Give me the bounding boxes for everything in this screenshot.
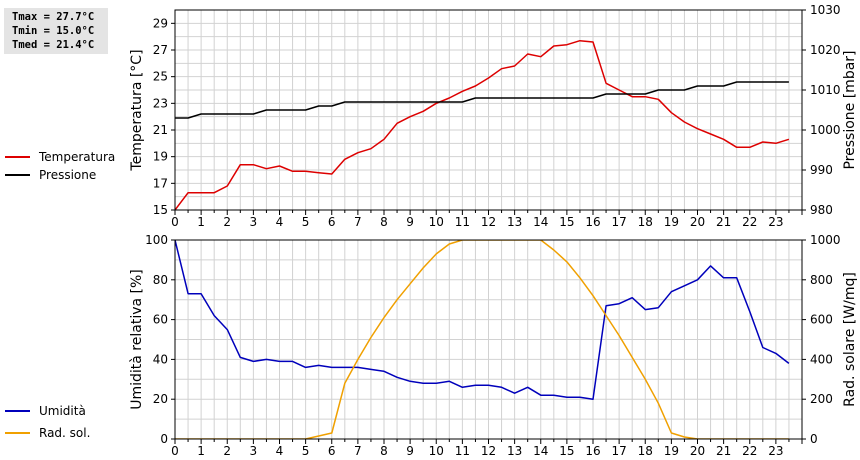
x-tick-label: 22 [742, 444, 757, 458]
tmin-label: Tmin = 15.0°C [12, 25, 95, 37]
x-tick-label: 9 [406, 215, 414, 229]
x-tick-label: 4 [276, 444, 284, 458]
tmed-label: Tmed = 21.4°C [12, 39, 95, 51]
x-tick-label: 14 [533, 444, 548, 458]
x-tick-label: 9 [406, 444, 414, 458]
x-tick-label: 19 [664, 444, 679, 458]
legend-label: Temperatura [38, 150, 115, 164]
plot-frame [174, 239, 803, 440]
tmax-label: Tmax = 27.7°C [12, 11, 95, 23]
y-tick-label: 17 [153, 176, 168, 190]
x-tick-label: 15 [559, 215, 574, 229]
y-tick-label: 80 [153, 273, 168, 287]
x-tick-label: 2 [223, 215, 231, 229]
y2-tick-label: 800 [810, 273, 833, 287]
y-axis-title: Temperatura [°C] [129, 49, 145, 171]
y-tick-label: 100 [145, 233, 168, 247]
series-line-primary [175, 39, 790, 210]
x-tick-label: 8 [380, 444, 388, 458]
y-tick-label: 23 [153, 96, 168, 110]
x-tick-label: 23 [768, 215, 783, 229]
legend-label: Rad. sol. [39, 426, 90, 440]
x-tick-label: 10 [429, 444, 444, 458]
x-tick-label: 4 [276, 215, 284, 229]
y-tick-label: 0 [160, 432, 168, 446]
x-tick-label: 3 [250, 215, 258, 229]
x-tick-label: 16 [585, 215, 600, 229]
y2-tick-label: 600 [810, 313, 833, 327]
x-tick-label: 12 [481, 444, 496, 458]
x-tick-label: 20 [690, 215, 705, 229]
x-tick-label: 1 [197, 444, 205, 458]
x-tick-label: 16 [585, 444, 600, 458]
x-tick-label: 8 [380, 215, 388, 229]
y2-tick-label: 990 [810, 163, 833, 177]
x-tick-label: 14 [533, 215, 548, 229]
x-tick-label: 2 [223, 444, 231, 458]
y2-tick-label: 400 [810, 352, 833, 366]
y-tick-label: 25 [153, 70, 168, 84]
y-tick-label: 21 [153, 123, 168, 137]
y2-tick-label: 1000 [810, 123, 841, 137]
x-tick-label: 18 [638, 444, 653, 458]
x-tick-label: 12 [481, 215, 496, 229]
x-tick-label: 13 [507, 444, 522, 458]
y-tick-label: 27 [153, 43, 168, 57]
x-tick-label: 5 [302, 215, 310, 229]
y2-tick-label: 1020 [810, 43, 841, 57]
x-tick-label: 5 [302, 444, 310, 458]
x-tick-label: 11 [455, 215, 470, 229]
x-tick-label: 20 [690, 444, 705, 458]
x-tick-label: 7 [354, 444, 362, 458]
y2-axis-title: Rad. solare [W/mq] [842, 272, 858, 407]
y-axis-title: Umidità relativa [%] [129, 269, 145, 410]
y-tick-label: 19 [153, 150, 168, 164]
y2-tick-label: 1010 [810, 83, 841, 97]
x-tick-label: 6 [328, 444, 336, 458]
series-line-secondary [175, 240, 789, 439]
y-tick-label: 40 [153, 352, 168, 366]
x-tick-label: 15 [559, 444, 574, 458]
x-tick-label: 0 [171, 215, 179, 229]
y2-axis-title: Pressione [mbar] [842, 50, 858, 169]
x-tick-label: 17 [611, 215, 626, 229]
x-tick-label: 18 [638, 215, 653, 229]
stats-box: Tmax = 27.7°C Tmin = 15.0°C Tmed = 21.4°… [4, 8, 108, 54]
y-tick-label: 15 [153, 203, 168, 217]
x-tick-label: 21 [716, 444, 731, 458]
y-tick-label: 29 [153, 16, 168, 30]
x-tick-label: 21 [716, 215, 731, 229]
x-tick-label: 7 [354, 215, 362, 229]
legend-label: Pressione [39, 168, 96, 182]
x-tick-label: 17 [611, 444, 626, 458]
x-tick-label: 3 [250, 444, 258, 458]
x-tick-label: 22 [742, 215, 757, 229]
x-tick-label: 19 [664, 215, 679, 229]
x-tick-label: 23 [768, 444, 783, 458]
y2-tick-label: 1030 [810, 3, 841, 17]
x-tick-label: 10 [429, 215, 444, 229]
legend-label: Umidità [39, 404, 86, 418]
y-tick-label: 60 [153, 313, 168, 327]
y2-tick-label: 1000 [810, 233, 841, 247]
series-line-primary [175, 240, 790, 400]
x-tick-label: 13 [507, 215, 522, 229]
y-tick-label: 20 [153, 392, 168, 406]
y2-tick-label: 0 [810, 432, 818, 446]
series-line-secondary [175, 81, 789, 119]
y2-tick-label: 200 [810, 392, 833, 406]
y2-tick-label: 980 [810, 203, 833, 217]
x-tick-label: 6 [328, 215, 336, 229]
x-tick-label: 11 [455, 444, 470, 458]
x-tick-label: 1 [197, 215, 205, 229]
x-tick-label: 0 [171, 444, 179, 458]
plot-frame [174, 9, 803, 211]
